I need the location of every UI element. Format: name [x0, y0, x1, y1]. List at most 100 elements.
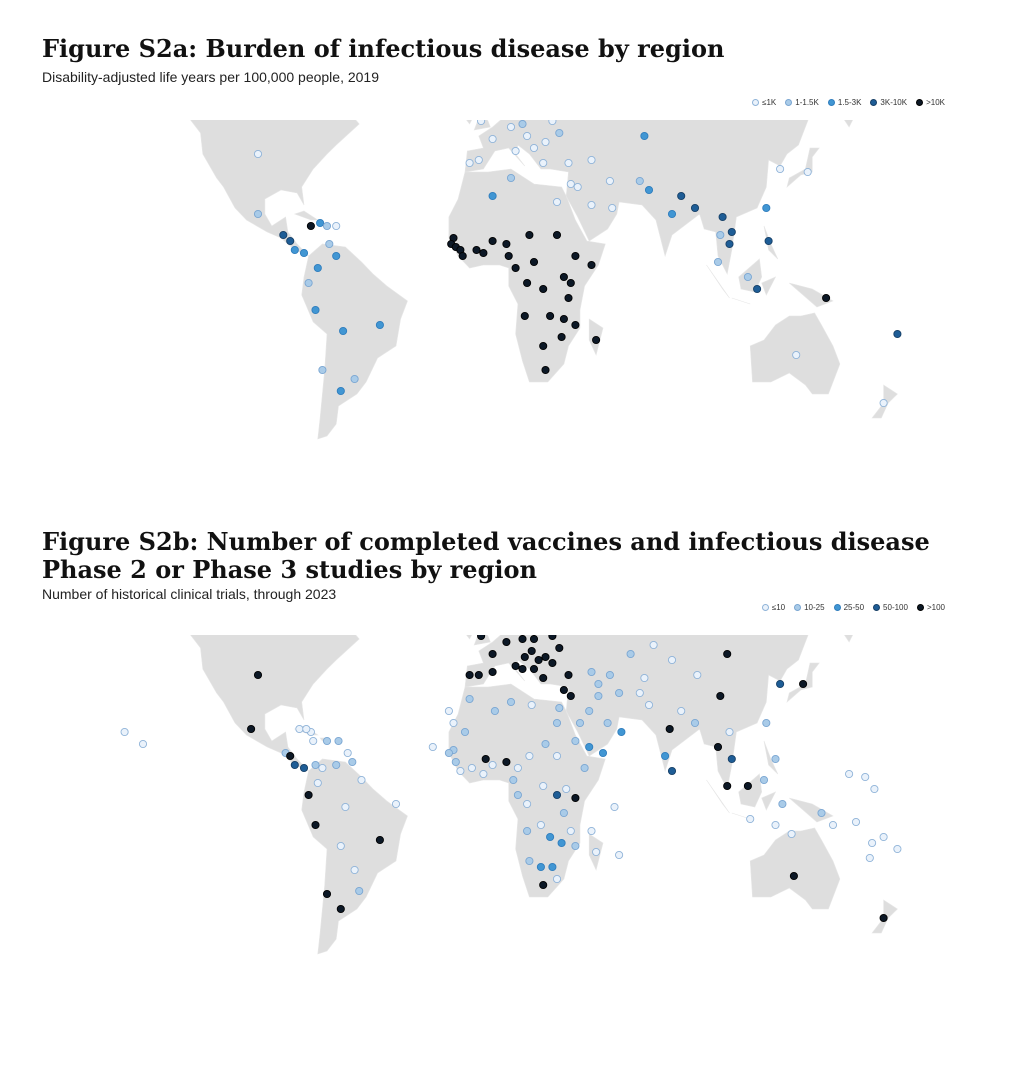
- country-marker: [615, 850, 624, 860]
- country-marker: [571, 736, 580, 746]
- country-marker: [649, 640, 658, 650]
- country-marker: [893, 844, 902, 854]
- country-marker: [759, 775, 769, 785]
- country-marker: [322, 221, 332, 231]
- country-marker: [778, 799, 787, 809]
- country-marker: [316, 218, 325, 228]
- country-marker: [667, 766, 677, 776]
- country-marker: [851, 817, 861, 827]
- country-marker: [444, 748, 453, 758]
- country-marker: [336, 841, 345, 851]
- country-marker: [428, 742, 437, 752]
- country-marker: [667, 655, 677, 665]
- country-marker: [465, 158, 474, 168]
- country-marker: [286, 236, 295, 246]
- country-marker: [536, 820, 545, 830]
- country-marker: [479, 248, 488, 258]
- country-marker: [575, 718, 585, 728]
- country-marker: [529, 257, 539, 267]
- country-marker: [541, 739, 550, 749]
- country-marker: [552, 197, 562, 207]
- country-marker: [325, 239, 334, 249]
- country-marker: [610, 802, 619, 812]
- country-marker: [564, 670, 573, 680]
- country-marker: [555, 643, 564, 653]
- legend-item: 3K-10K: [870, 98, 907, 107]
- country-marker: [727, 227, 736, 237]
- country-marker: [587, 260, 596, 270]
- country-marker: [764, 236, 773, 246]
- country-marker: [511, 661, 520, 671]
- country-marker: [279, 230, 288, 240]
- legend-swatch: [870, 99, 878, 106]
- country-marker: [322, 736, 332, 746]
- country-marker: [552, 718, 562, 728]
- legend-swatch: [752, 99, 760, 106]
- country-marker: [539, 781, 548, 791]
- country-marker: [506, 122, 516, 132]
- country-marker: [465, 670, 474, 680]
- country-marker: [605, 670, 614, 680]
- country-marker: [479, 769, 488, 779]
- country-marker: [594, 679, 603, 689]
- country-marker: [518, 635, 527, 644]
- country-marker: [690, 718, 700, 728]
- country-marker: [474, 155, 483, 165]
- country-marker: [571, 793, 580, 803]
- legend-item: >10K: [916, 98, 945, 107]
- country-marker: [566, 826, 575, 836]
- country-marker: [513, 790, 522, 800]
- country-marker: [311, 820, 320, 830]
- country-marker: [723, 781, 732, 791]
- country-marker: [879, 398, 888, 408]
- country-marker: [555, 703, 564, 713]
- country-marker: [693, 670, 702, 680]
- country-marker: [644, 700, 654, 710]
- country-marker: [557, 332, 566, 342]
- country-marker: [520, 311, 529, 321]
- country-marker: [391, 799, 401, 809]
- country-marker: [488, 236, 497, 246]
- country-marker: [640, 673, 649, 683]
- figure-title: Figure S2b: Number of completed vaccines…: [42, 527, 930, 584]
- country-marker: [355, 886, 364, 896]
- country-marker: [552, 751, 562, 761]
- country-marker: [304, 278, 313, 288]
- country-marker: [529, 664, 539, 674]
- legend-swatch: [794, 604, 802, 611]
- country-marker: [529, 143, 539, 153]
- figure-subtitle: Disability-adjusted life years per 100,0…: [42, 69, 379, 85]
- country-marker: [488, 191, 497, 201]
- country-marker: [523, 826, 532, 836]
- country-marker: [743, 272, 752, 282]
- country-marker: [787, 829, 796, 839]
- country-marker: [817, 808, 826, 818]
- country-marker: [350, 374, 359, 384]
- country-marker: [870, 784, 879, 794]
- country-marker: [318, 365, 327, 375]
- country-marker: [845, 769, 854, 779]
- country-marker: [594, 691, 603, 701]
- country-marker: [334, 736, 343, 746]
- country-marker: [518, 120, 527, 129]
- country-marker: [725, 727, 734, 737]
- country-marker: [557, 838, 566, 848]
- country-marker: [615, 688, 624, 698]
- country-marker: [138, 739, 148, 749]
- legend-swatch: [916, 99, 924, 106]
- country-marker: [253, 149, 263, 159]
- country-marker: [644, 185, 654, 195]
- country-marker: [665, 724, 674, 734]
- country-marker: [713, 742, 723, 752]
- legend-label: >10K: [926, 98, 945, 107]
- country-marker: [343, 748, 352, 758]
- country-marker: [571, 320, 580, 330]
- country-marker: [635, 176, 644, 186]
- country-marker: [504, 251, 513, 261]
- country-marker: [716, 691, 725, 701]
- country-marker: [332, 760, 341, 770]
- country-marker: [299, 763, 309, 773]
- country-marker: [587, 200, 596, 210]
- country-marker: [587, 667, 596, 677]
- legend-item: 25-50: [833, 603, 864, 612]
